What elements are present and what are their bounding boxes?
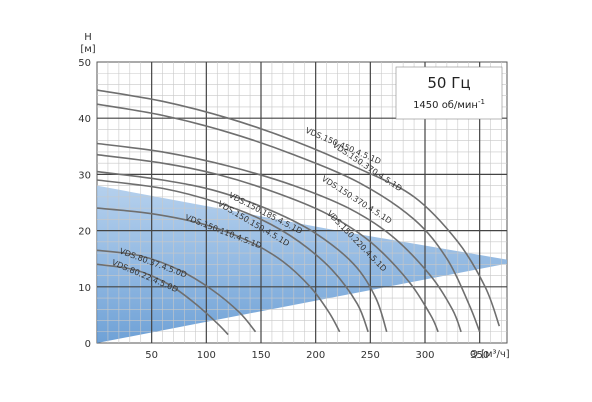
x-axis-label: Q [м³/ч] <box>470 349 510 360</box>
curve-5 <box>97 170 388 333</box>
curve-1 <box>97 89 501 327</box>
x-tick-label: 350 <box>470 350 489 361</box>
frequency-label: 50 Гц <box>427 74 470 92</box>
speed-superscript: -1 <box>478 98 485 106</box>
y-axis-label-unit: [м] <box>80 44 95 55</box>
x-tick-label: 100 <box>197 350 216 361</box>
curve-9 <box>97 263 229 336</box>
pump-curves <box>97 89 501 336</box>
y-tick-label: 0 <box>85 339 91 350</box>
y-tick-label: 10 <box>78 283 91 294</box>
y-axis-label-h: H <box>84 32 92 43</box>
curve-3 <box>97 142 462 333</box>
y-tick-label: 40 <box>78 114 91 125</box>
curve-4 <box>97 153 439 333</box>
speed-label: 1450 об/мин-1 <box>413 98 485 111</box>
y-tick-label: 50 <box>78 58 91 69</box>
curve-7 <box>97 207 341 333</box>
curve-2 <box>97 103 481 333</box>
y-tick-label: 20 <box>78 227 91 238</box>
x-tick-label: 200 <box>306 350 325 361</box>
x-tick-label: 300 <box>415 350 434 361</box>
x-tick-label: 250 <box>361 350 380 361</box>
curve-8 <box>97 249 257 333</box>
y-tick-label: 30 <box>78 170 91 181</box>
x-tick-label: 50 <box>145 350 158 361</box>
x-tick-label: 150 <box>251 350 270 361</box>
annotation-box <box>395 66 503 120</box>
x-tick-labels: 50 100 150 200 250 300 350 <box>145 350 489 361</box>
y-tick-labels: 0 10 20 30 40 50 <box>78 58 91 350</box>
curve-6 <box>97 179 369 333</box>
